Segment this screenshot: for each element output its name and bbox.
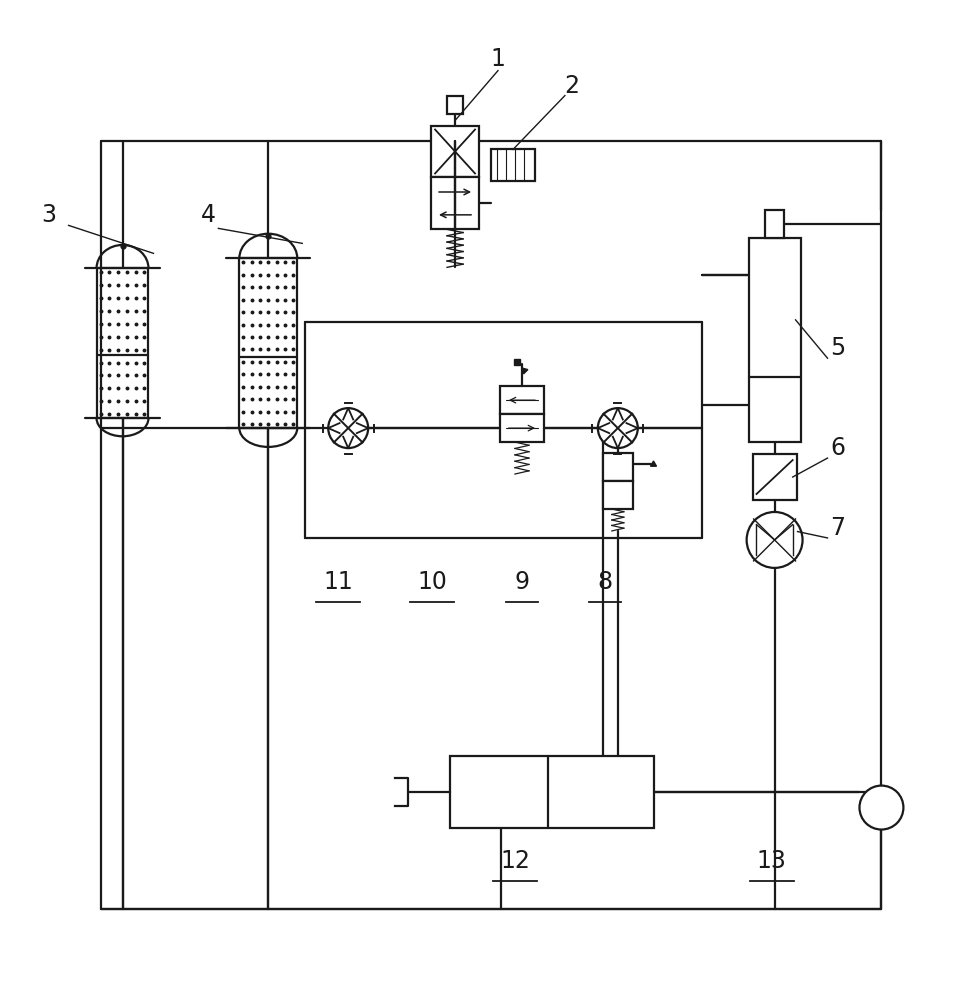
Circle shape [328, 408, 367, 448]
Bar [602, 453, 632, 481]
Circle shape [597, 408, 637, 448]
Bar [602, 481, 632, 509]
Text: 3: 3 [41, 203, 56, 227]
Bar [499, 414, 543, 442]
Text: 13: 13 [756, 849, 786, 873]
Circle shape [859, 786, 903, 830]
Bar [499, 386, 543, 414]
Text: 8: 8 [597, 570, 612, 594]
Text: 10: 10 [417, 570, 446, 594]
Bar [431, 126, 479, 177]
Bar [764, 210, 784, 238]
Circle shape [745, 512, 802, 568]
Bar [446, 96, 462, 114]
Bar [751, 454, 796, 500]
Bar [431, 177, 479, 229]
Text: 7: 7 [829, 516, 844, 540]
Bar [490, 149, 534, 181]
Text: 6: 6 [829, 436, 844, 460]
Bar [449, 756, 654, 828]
Text: 2: 2 [564, 74, 578, 98]
Bar [747, 238, 800, 442]
Text: 1: 1 [490, 47, 505, 71]
Text: 12: 12 [499, 849, 530, 873]
Bar [97, 268, 149, 418]
Text: 4: 4 [200, 203, 216, 227]
Text: 11: 11 [323, 570, 353, 594]
Text: 9: 9 [514, 570, 529, 594]
Text: 5: 5 [829, 336, 844, 360]
Bar [239, 258, 297, 428]
